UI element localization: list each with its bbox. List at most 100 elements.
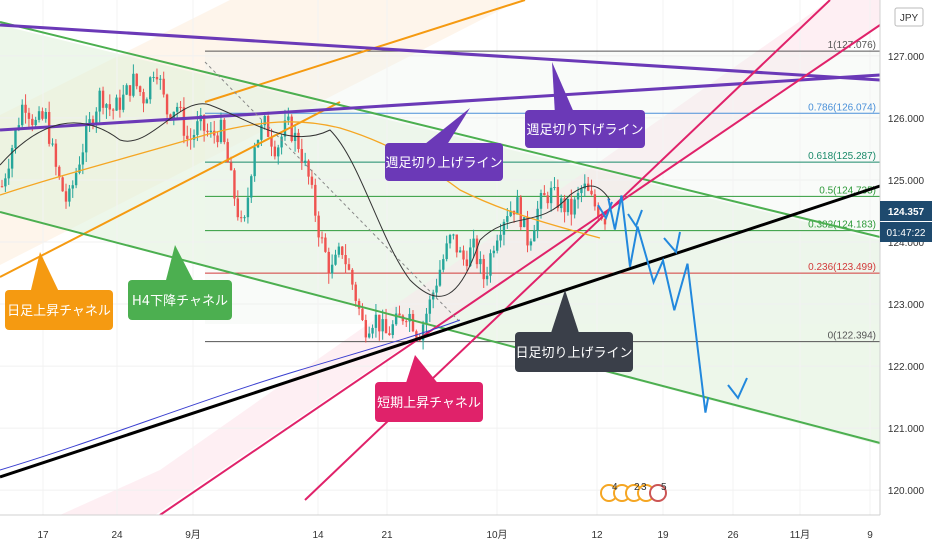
callout-box	[515, 332, 633, 372]
projection-polyline	[607, 195, 710, 413]
candle-body	[489, 253, 492, 276]
candle-body	[71, 185, 74, 189]
event-markers[interactable]: 4 2 3 5	[600, 482, 667, 502]
candle-body	[283, 120, 287, 137]
callout-pointer	[552, 62, 575, 115]
candle-body	[573, 199, 576, 215]
x-tick-label: 19	[657, 530, 669, 541]
candle-body	[155, 76, 159, 80]
x-tick-label: 17	[37, 530, 49, 541]
callout-label: H4下降チャネル	[132, 294, 228, 309]
candle-body	[101, 90, 105, 108]
y-tick-label: 123.000	[888, 300, 925, 311]
callout-short-term-channel[interactable]: 短期上昇チャネル	[375, 355, 483, 422]
callout-box	[128, 280, 232, 320]
y-tick-label: 120.000	[888, 486, 925, 497]
x-tick-label: 10月	[486, 529, 507, 541]
countdown-badge	[880, 222, 932, 242]
weekly-rising-line[interactable]	[0, 73, 881, 132]
h4-downtrend-channel-upper[interactable]	[0, 21, 881, 238]
candle-body	[310, 176, 314, 185]
candle-body	[398, 313, 401, 316]
callout-pointer	[165, 245, 195, 284]
callout-label: 日足上昇チャネル	[7, 304, 111, 319]
candle-body	[81, 152, 85, 165]
daily-uptrend-channel-lower-visible[interactable]	[0, 101, 341, 278]
callout-weekly-falling[interactable]: 週足切り下げライン	[525, 62, 645, 148]
candle-body	[431, 292, 435, 300]
candle-body	[202, 115, 206, 131]
callout-weekly-rising[interactable]: 週足切り上げライン	[385, 108, 503, 181]
candle-body	[246, 197, 250, 218]
candle-body	[374, 314, 378, 328]
price-axis-bg	[880, 0, 932, 515]
weekly-falling-line[interactable]	[0, 23, 881, 82]
candle-body	[125, 85, 128, 95]
callout-box	[375, 382, 483, 422]
callout-pointer	[420, 108, 470, 148]
candle-body	[597, 206, 600, 218]
y-tick-label: 121.000	[888, 424, 925, 435]
candle-body	[394, 313, 398, 325]
candle-body	[17, 125, 21, 130]
candle-body	[553, 187, 556, 189]
candle-body	[21, 104, 24, 126]
y-tick-label: 125.000	[888, 176, 925, 187]
candle-body	[438, 269, 442, 286]
candle-body	[209, 130, 213, 133]
candle-body	[206, 130, 209, 133]
callout-daily-rising-line[interactable]: 日足切り上げライン	[515, 290, 633, 372]
candle-body	[223, 119, 226, 143]
candle-body	[105, 104, 108, 108]
callout-box	[5, 290, 113, 330]
candle-body	[169, 114, 172, 119]
short-term-channel-middle[interactable]	[159, 24, 881, 516]
candle-body	[273, 146, 277, 157]
candle-body	[482, 258, 485, 280]
candle-body	[61, 177, 64, 192]
candle-body	[341, 246, 344, 256]
candle-body	[570, 198, 573, 215]
price-axis[interactable]: JPY 127.000126.000125.000124.000123.0001…	[879, 0, 932, 515]
candle-body	[300, 149, 304, 164]
candle-body	[111, 109, 115, 111]
candle-body	[320, 237, 324, 239]
candle-body	[576, 193, 580, 200]
candle-body	[536, 208, 539, 231]
callout-daily-uptrend-channel[interactable]: 日足上昇チャネル	[5, 252, 113, 330]
currency-badge[interactable]	[894, 7, 924, 27]
candle-body	[354, 284, 357, 301]
candle-body	[250, 176, 253, 198]
candle-body	[533, 230, 536, 242]
callout-h4-downtrend-channel[interactable]: H4下降チャネル	[128, 245, 232, 320]
candle-body	[556, 187, 560, 209]
candle-body	[522, 217, 526, 228]
candle-body	[31, 118, 34, 126]
currency-label: JPY	[900, 13, 919, 24]
candle-body	[499, 234, 502, 241]
candle-body	[391, 324, 394, 336]
candle-body	[243, 217, 246, 219]
candle-body	[324, 237, 327, 252]
callouts[interactable]: 週足切り上げライン 週足切り下げライン 日足上昇チャネル H4下降チャネル 日足…	[5, 62, 645, 422]
candle-body	[54, 143, 58, 167]
candle-body	[263, 116, 266, 126]
event-marker[interactable]	[649, 484, 667, 502]
candle-body	[293, 132, 297, 141]
candle-body	[593, 194, 597, 207]
candle-body	[539, 192, 543, 209]
event-digit: 4	[612, 482, 618, 493]
candle-body	[549, 187, 553, 204]
candle-body	[465, 259, 469, 267]
time-axis[interactable]: 17 24 9月 14 21 10月 12 19 26 11月 9	[0, 514, 932, 550]
candle-body	[14, 129, 17, 149]
candle-body	[115, 97, 118, 111]
fib-level-label: 0.5(124.735)	[819, 185, 876, 196]
candle-body	[152, 76, 155, 78]
candle-body	[314, 184, 317, 216]
x-tick-label: 14	[312, 530, 324, 541]
callout-label: 短期上昇チャネル	[377, 396, 481, 411]
x-tick-label: 26	[727, 530, 739, 541]
daily-rising-line[interactable]	[0, 184, 881, 479]
